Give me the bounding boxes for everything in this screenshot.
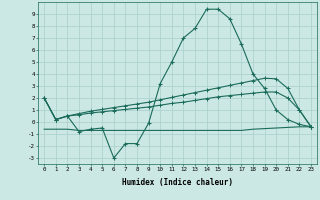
X-axis label: Humidex (Indice chaleur): Humidex (Indice chaleur): [122, 178, 233, 187]
